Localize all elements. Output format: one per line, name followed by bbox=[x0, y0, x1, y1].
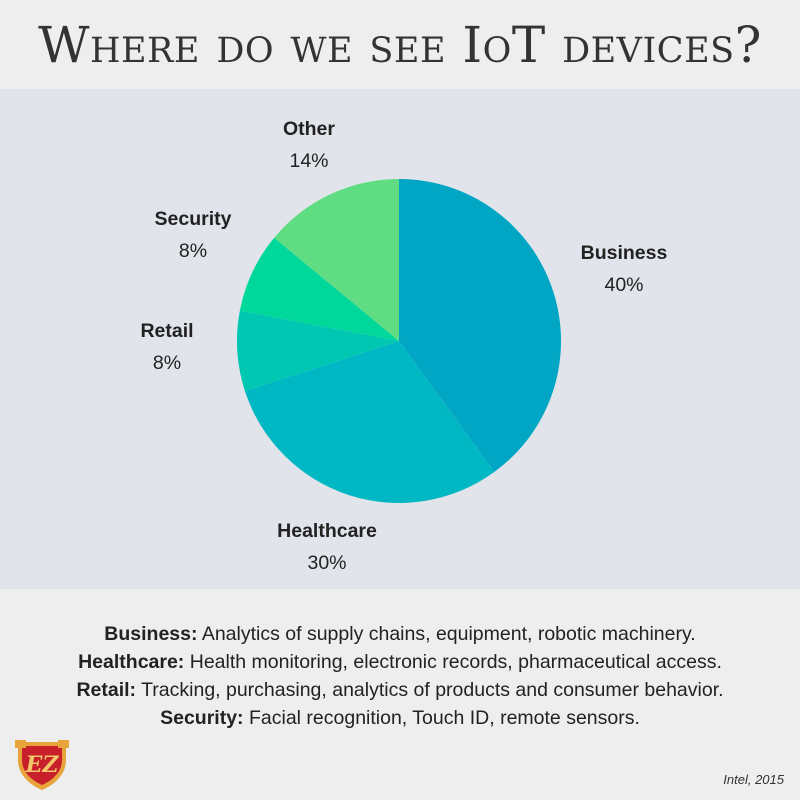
legend-term: Business: bbox=[104, 623, 198, 645]
pie-slices bbox=[237, 179, 561, 503]
legend-line-security: Security: Facial recognition, Touch ID, … bbox=[0, 704, 800, 732]
slice-value-healthcare: 30% bbox=[307, 552, 346, 574]
title-band: Where do we see IoT devices? bbox=[0, 0, 800, 89]
pie-slice-business bbox=[399, 179, 561, 473]
pie-chart: Business 40% Healthcare 30% Retail 8% Security… bbox=[140, 118, 667, 574]
slice-label-retail: Retail bbox=[140, 320, 193, 342]
legend-term: Healthcare: bbox=[78, 651, 185, 673]
category-legend: Business: Analytics of supply chains, eq… bbox=[0, 620, 800, 732]
chart-panel: Business 40% Healthcare 30% Retail 8% Security… bbox=[0, 89, 800, 589]
legend-term: Retail: bbox=[76, 679, 137, 701]
source-credit: Intel, 2015 bbox=[723, 772, 784, 787]
pie-slice-other bbox=[274, 179, 399, 341]
slice-value-other: 14% bbox=[289, 150, 328, 172]
slice-label-security: Security bbox=[155, 208, 232, 230]
legend-line-business: Business: Analytics of supply chains, eq… bbox=[0, 620, 800, 648]
shield-logo-icon: EZ bbox=[15, 740, 69, 790]
legend-line-retail: Retail: Tracking, purchasing, analytics … bbox=[0, 676, 800, 704]
pie-slice-healthcare bbox=[244, 341, 495, 503]
legend-text: Analytics of supply chains, equipment, r… bbox=[197, 623, 696, 645]
slice-value-business: 40% bbox=[604, 274, 643, 296]
legend-text: Health monitoring, electronic records, p… bbox=[184, 651, 722, 673]
pie-labels: Business 40% Healthcare 30% Retail 8% Security… bbox=[140, 118, 667, 574]
pie-slice-security bbox=[239, 237, 399, 341]
page-title: Where do we see IoT devices? bbox=[38, 16, 762, 74]
slice-value-security: 8% bbox=[179, 240, 207, 262]
svg-text:EZ: EZ bbox=[25, 752, 60, 778]
pie-slice-retail bbox=[237, 310, 399, 392]
legend-text: Tracking, purchasing, analytics of produ… bbox=[136, 679, 724, 701]
slice-label-business: Business bbox=[581, 242, 668, 264]
slice-value-retail: 8% bbox=[153, 352, 181, 374]
legend-term: Security: bbox=[160, 707, 244, 729]
legend-text: Facial recognition, Touch ID, remote sen… bbox=[243, 707, 640, 729]
slice-label-healthcare: Healthcare bbox=[277, 520, 377, 542]
slice-label-other: Other bbox=[283, 118, 335, 140]
legend-line-healthcare: Healthcare: Health monitoring, electroni… bbox=[0, 648, 800, 676]
